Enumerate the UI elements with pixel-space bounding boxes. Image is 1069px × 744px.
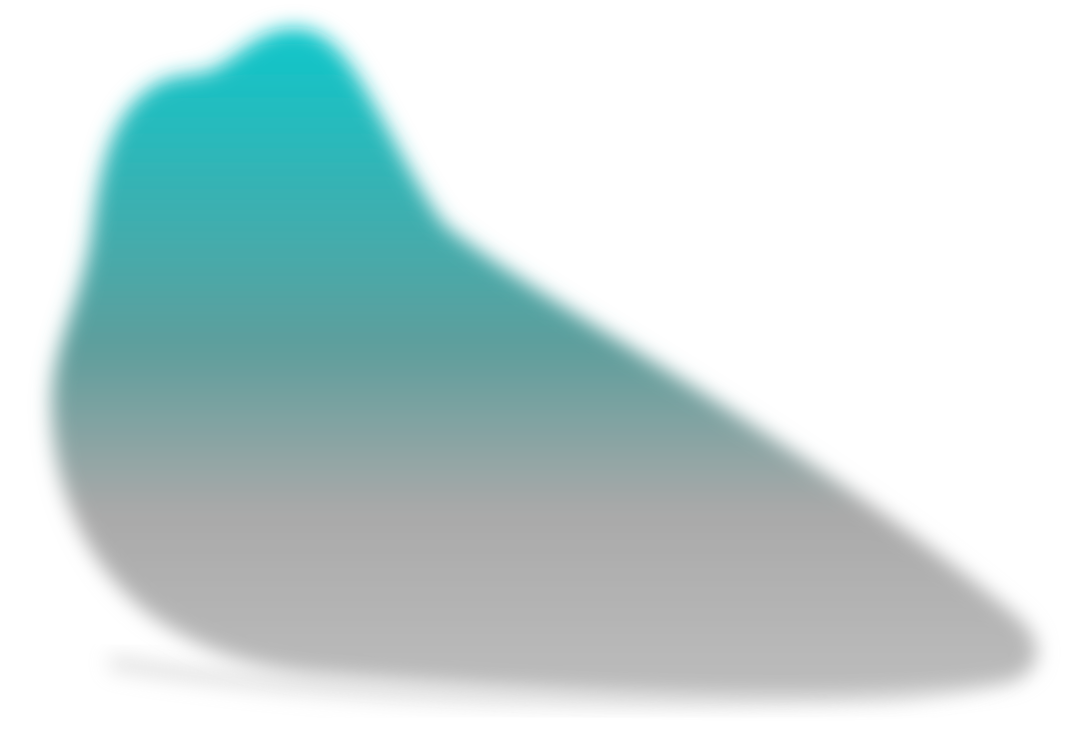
blurred-shape bbox=[51, 28, 1037, 697]
